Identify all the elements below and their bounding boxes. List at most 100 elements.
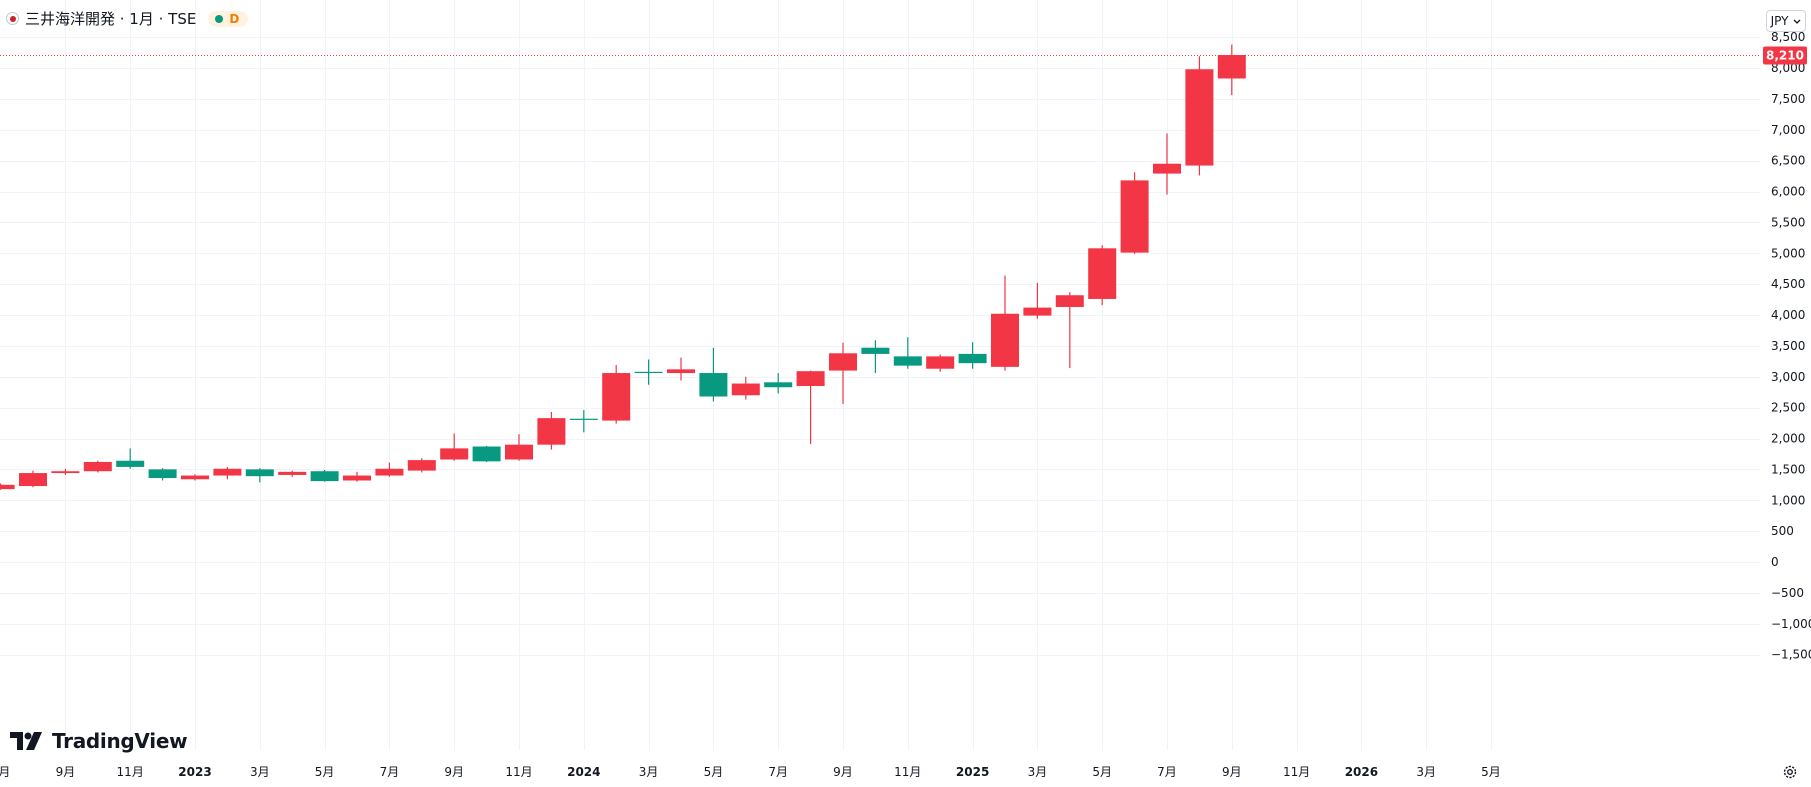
candle-body	[472, 446, 501, 462]
price-axis-label: 3,000	[1771, 370, 1805, 384]
time-axis-label-cut: 7月	[0, 765, 10, 779]
last-price-value: 8,210	[1766, 49, 1804, 63]
time-axis-label: 5月	[704, 765, 724, 779]
price-axis-label: 8,500	[1771, 30, 1805, 44]
time-axis-label: 5月	[315, 765, 335, 779]
candle	[731, 376, 760, 400]
candle-body	[634, 371, 663, 374]
grid-lines	[0, 0, 1760, 750]
price-axis[interactable]: −1,500 −1,000 −500 0 500 1,000 1,500 2,000 2,500…	[1771, 30, 1811, 662]
candle	[569, 410, 598, 433]
last-price-label: 8,210	[1763, 46, 1807, 65]
time-axis-label: 7月	[768, 765, 788, 779]
candle-body	[1153, 163, 1181, 174]
candle-body	[407, 460, 436, 471]
candle-body	[213, 468, 242, 476]
candle	[991, 275, 1019, 371]
candle-body	[1023, 307, 1052, 316]
candle	[440, 433, 469, 461]
candle	[505, 434, 533, 461]
candle-body	[440, 448, 469, 460]
time-axis-label: 11月	[505, 765, 532, 779]
japan-flag-icon	[6, 12, 19, 25]
candle	[148, 468, 177, 481]
candle-body	[926, 356, 955, 369]
candle-body	[829, 353, 857, 371]
candle-body	[569, 418, 598, 420]
market-open-dot-icon	[215, 14, 224, 23]
price-axis-label: 6,500	[1771, 154, 1805, 168]
price-axis-label: 3,500	[1771, 339, 1805, 353]
candle	[829, 342, 857, 404]
candle-body	[1185, 69, 1214, 166]
time-axis-label: 7月	[1157, 765, 1177, 779]
tradingview-logo[interactable]: TradingView	[10, 729, 188, 753]
price-axis-label: −500	[1771, 586, 1804, 600]
logo-text: TradingView	[52, 729, 188, 753]
candle	[0, 483, 15, 490]
time-axis-label: 2023	[178, 765, 211, 779]
price-axis-label: 5,500	[1771, 215, 1805, 229]
time-axis-label: 2025	[956, 765, 989, 779]
symbol-header[interactable]: 三井海洋開発 · 1月 · TSE D	[6, 8, 249, 29]
candle-body	[602, 373, 631, 421]
candle-body	[991, 313, 1019, 367]
symbol-title[interactable]: 三井海洋開発 · 1月 · TSE	[25, 10, 197, 28]
candle	[407, 458, 436, 473]
time-axis-label: 2026	[1345, 765, 1378, 779]
candle	[634, 359, 663, 385]
tradingview-logo-icon	[10, 732, 42, 750]
time-axis[interactable]: 9月 11月 2023 3月 5月 7月 9月 11月 2024 3月 5月 7月 9月 11月 2025 3…	[0, 765, 1501, 779]
price-axis-label: 500	[1771, 524, 1794, 538]
price-axis-label: 4,000	[1771, 308, 1805, 322]
time-axis-label: 3月	[250, 765, 270, 779]
candle-body	[148, 469, 177, 479]
time-axis-label: 5月	[1092, 765, 1112, 779]
settings-gear-icon[interactable]	[1782, 764, 1798, 780]
candle	[958, 342, 987, 369]
candle	[1055, 292, 1084, 369]
candle	[181, 474, 209, 481]
candle-body	[51, 471, 80, 474]
candle	[19, 470, 47, 488]
candle-body	[764, 382, 793, 388]
candle	[602, 365, 631, 424]
candle	[51, 468, 80, 475]
candle-body	[1055, 295, 1084, 307]
candle	[699, 347, 728, 402]
time-axis-label: 2024	[567, 765, 600, 779]
candle	[667, 357, 695, 381]
price-axis-label: 5,000	[1771, 246, 1805, 260]
candle	[1023, 282, 1052, 319]
candle-body	[537, 418, 566, 445]
candle	[537, 411, 566, 450]
candle-body	[1088, 248, 1117, 299]
candle	[245, 468, 274, 483]
candle	[375, 462, 404, 477]
candle-body	[1217, 55, 1246, 79]
candle-body	[19, 473, 47, 487]
time-axis-label: 9月	[444, 765, 464, 779]
candle-body	[0, 484, 15, 490]
price-axis-label: −1,000	[1771, 617, 1811, 631]
candle	[1120, 172, 1149, 254]
candle	[893, 337, 922, 369]
candle	[796, 370, 825, 445]
price-axis-label: 7,000	[1771, 123, 1805, 137]
price-axis-label: −1,500	[1771, 648, 1811, 662]
candle	[1153, 133, 1181, 195]
candle-body	[310, 471, 339, 482]
candle-body	[796, 371, 825, 387]
price-axis-label: 1,000	[1771, 493, 1805, 507]
market-status-badge[interactable]: D	[208, 10, 249, 27]
currency-selector[interactable]: JPY	[1766, 10, 1806, 32]
time-axis-label: 3月	[1416, 765, 1436, 779]
candle	[1088, 245, 1117, 306]
candle	[278, 470, 307, 477]
candle	[116, 448, 145, 469]
candle-body	[958, 353, 987, 364]
chevron-down-icon	[1793, 19, 1801, 24]
time-axis-label: 3月	[639, 765, 659, 779]
